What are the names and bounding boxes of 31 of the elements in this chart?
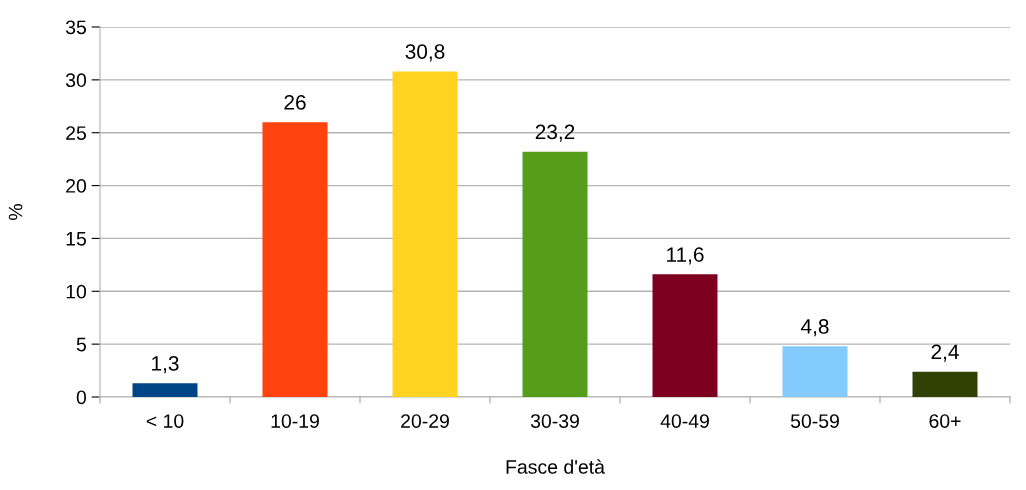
data-label: 30,8: [405, 44, 445, 62]
y-tick-label: 30: [65, 73, 87, 88]
x-tick-label: 10-19: [271, 414, 319, 428]
bar: [392, 71, 458, 397]
x-tick-label: 60+: [929, 414, 961, 428]
y-tick-label: 25: [66, 126, 86, 140]
y-tick-label: 20: [66, 179, 87, 193]
y-axis-title: %: [8, 204, 23, 220]
x-tick-label: < 10: [146, 414, 184, 428]
bar: [652, 274, 718, 397]
y-tick-label: 35: [65, 20, 86, 35]
x-tick-label: 30-39: [530, 414, 579, 428]
data-label: 4,8: [801, 319, 829, 337]
y-tick-label: 15: [66, 232, 86, 246]
x-tick-label: 50-59: [790, 414, 839, 428]
y-tick-label: 10: [66, 284, 87, 299]
data-label: 1,3: [152, 356, 179, 374]
bar: [132, 383, 198, 397]
bar: [262, 122, 328, 397]
x-axis-title: Fasce d'età: [506, 459, 605, 474]
data-label: 2,4: [931, 344, 959, 362]
y-tick-label: 0: [76, 390, 87, 405]
data-label: 11,6: [667, 247, 704, 265]
bar: [912, 371, 978, 397]
x-tick-label: 40-49: [660, 414, 709, 428]
data-label: 23,2: [535, 124, 575, 142]
x-tick-label: 20-29: [401, 414, 449, 428]
bar: [522, 151, 588, 397]
bar: [782, 346, 848, 397]
y-tick-label: 5: [76, 337, 86, 352]
data-label: 26: [284, 94, 306, 110]
